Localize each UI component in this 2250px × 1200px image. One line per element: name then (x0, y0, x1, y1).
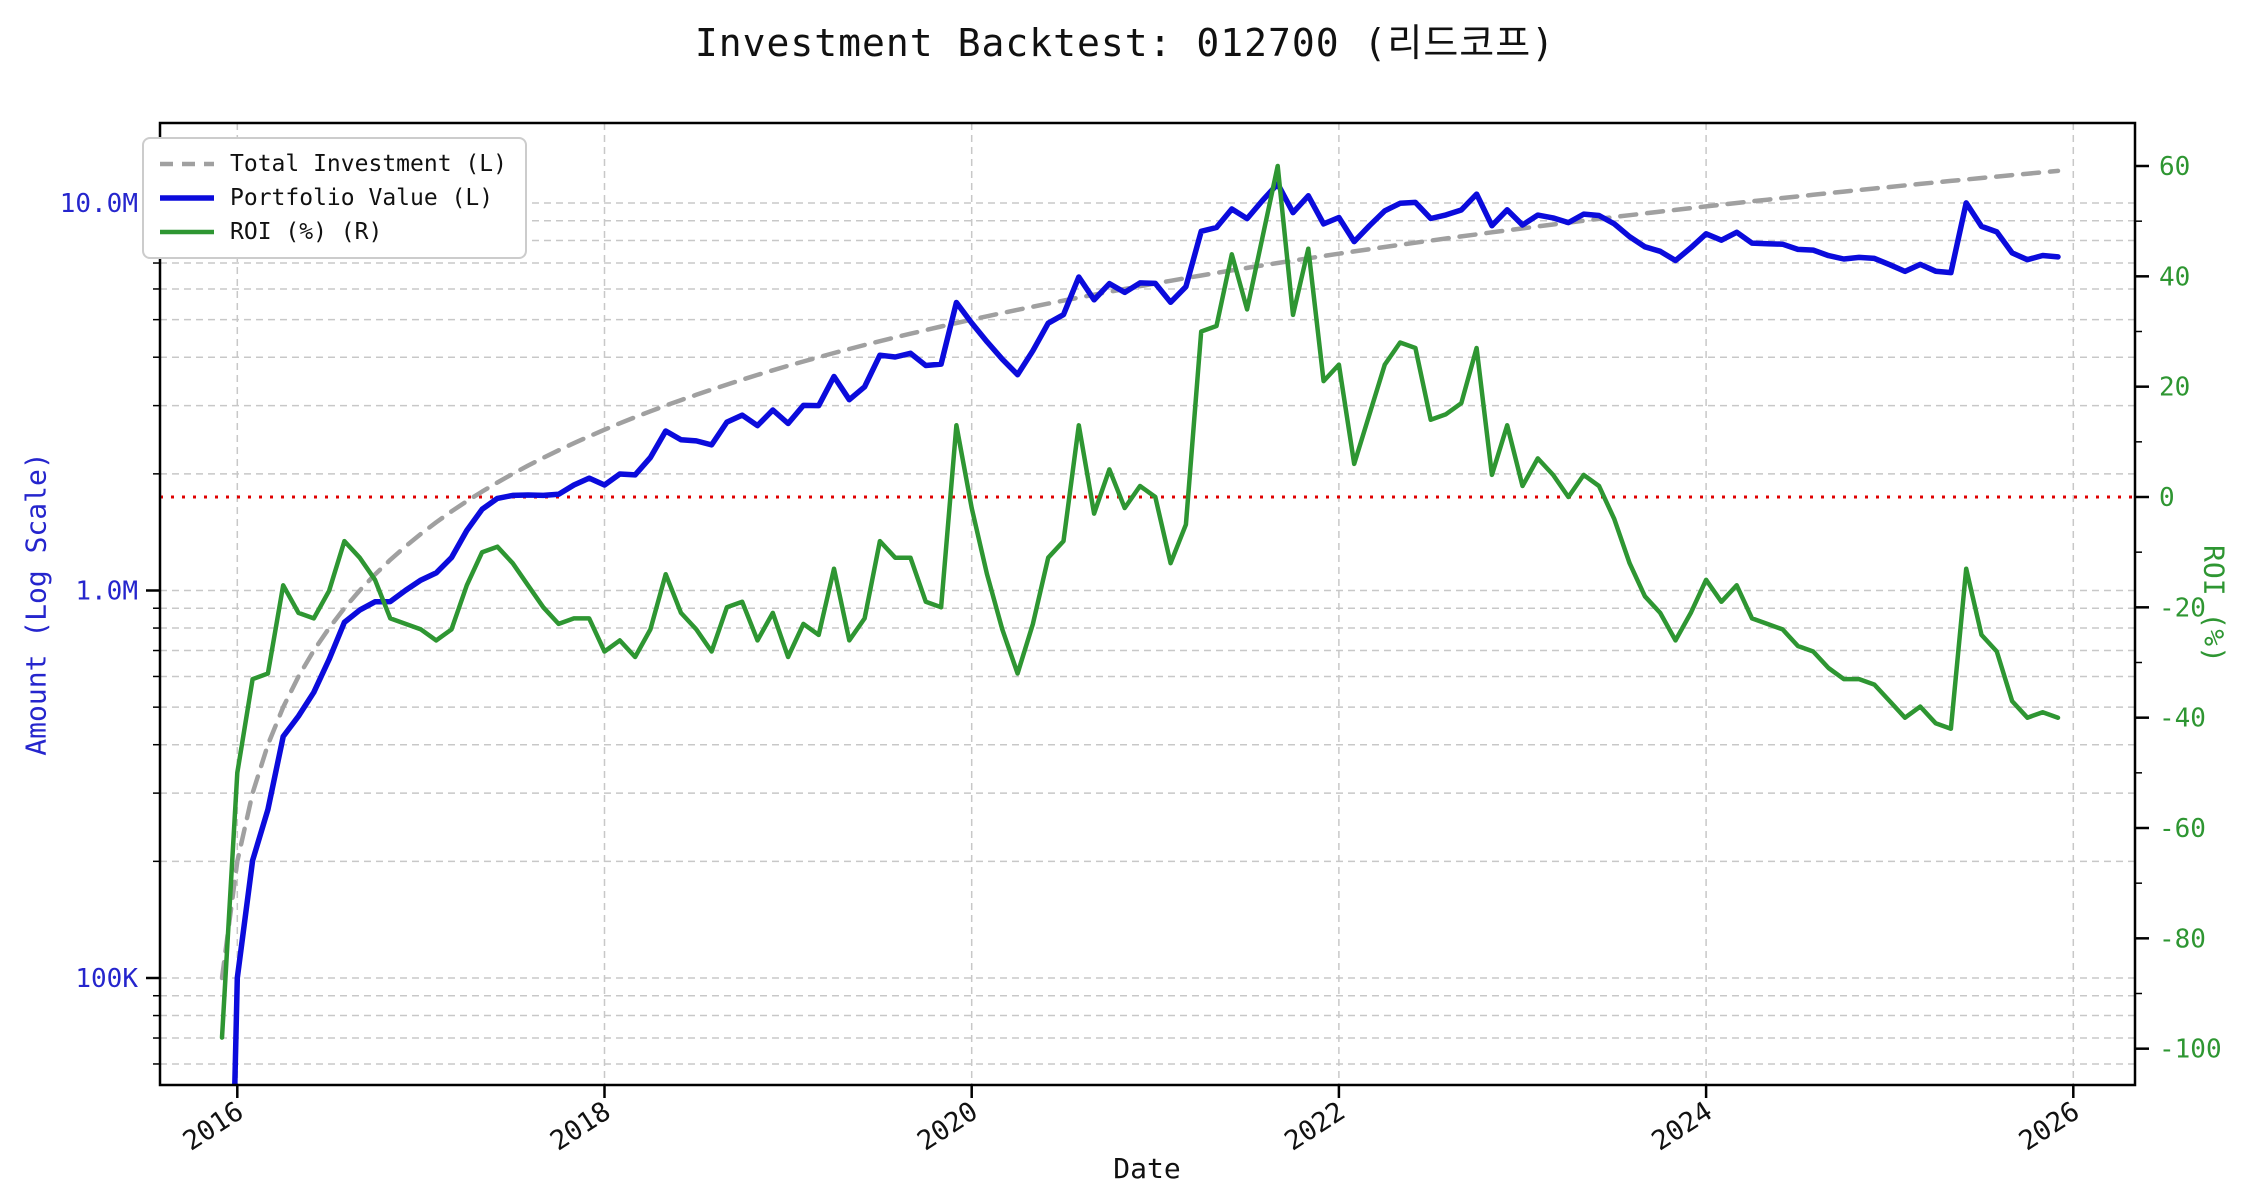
right-tick-label: 40 (2159, 262, 2190, 292)
left-axis-title: Amount (Log Scale) (19, 452, 53, 756)
right-tick-label: -20 (2159, 593, 2206, 623)
series-roi-r-line (219, 163, 2061, 1040)
plot-border (158, 121, 2137, 1087)
right-tick-label: -60 (2159, 814, 2206, 844)
right-tick-label: -80 (2159, 924, 2206, 954)
legend-item-roi: ROI (%) (R) (158, 217, 507, 247)
series-group (219, 163, 2061, 1085)
series-portfolio-value-l-line (232, 181, 2061, 1085)
legend-label: Total Investment (L) (230, 151, 507, 177)
legend: Total Investment (L) Portfolio Value (L)… (142, 137, 527, 259)
right-tick-label: -40 (2159, 704, 2206, 734)
right-tick-label: -100 (2159, 1035, 2222, 1065)
legend-sample-blue-line (160, 195, 214, 201)
right-axis: -100 -80 -60 -40 -20 0 20 40 60 (2135, 152, 2222, 1065)
right-tick-label: 0 (2159, 483, 2175, 513)
legend-label: Portfolio Value (L) (230, 185, 494, 211)
right-axis-title: ROI (%) (2197, 544, 2231, 664)
legend-sample-dashed-line (160, 161, 214, 167)
series-total-investment-l-line (219, 168, 2061, 981)
left-axis: 100K 1.0M 10.0M (60, 189, 160, 1065)
legend-sample-green-line (160, 229, 214, 235)
left-tick-label: 1.0M (75, 577, 138, 607)
chart-title: Investment Backtest: 012700 (리드코프) (694, 21, 1556, 65)
right-tick-label: 20 (2159, 373, 2190, 403)
right-tick-label: 60 (2159, 152, 2190, 182)
left-tick-label: 100K (75, 964, 138, 994)
left-tick-label: 10.0M (60, 189, 138, 219)
x-axis-title: Date (1113, 1152, 1181, 1185)
legend-item-total-investment: Total Investment (L) (158, 149, 507, 179)
legend-item-portfolio-value: Portfolio Value (L) (158, 183, 507, 213)
legend-label: ROI (%) (R) (230, 219, 383, 245)
